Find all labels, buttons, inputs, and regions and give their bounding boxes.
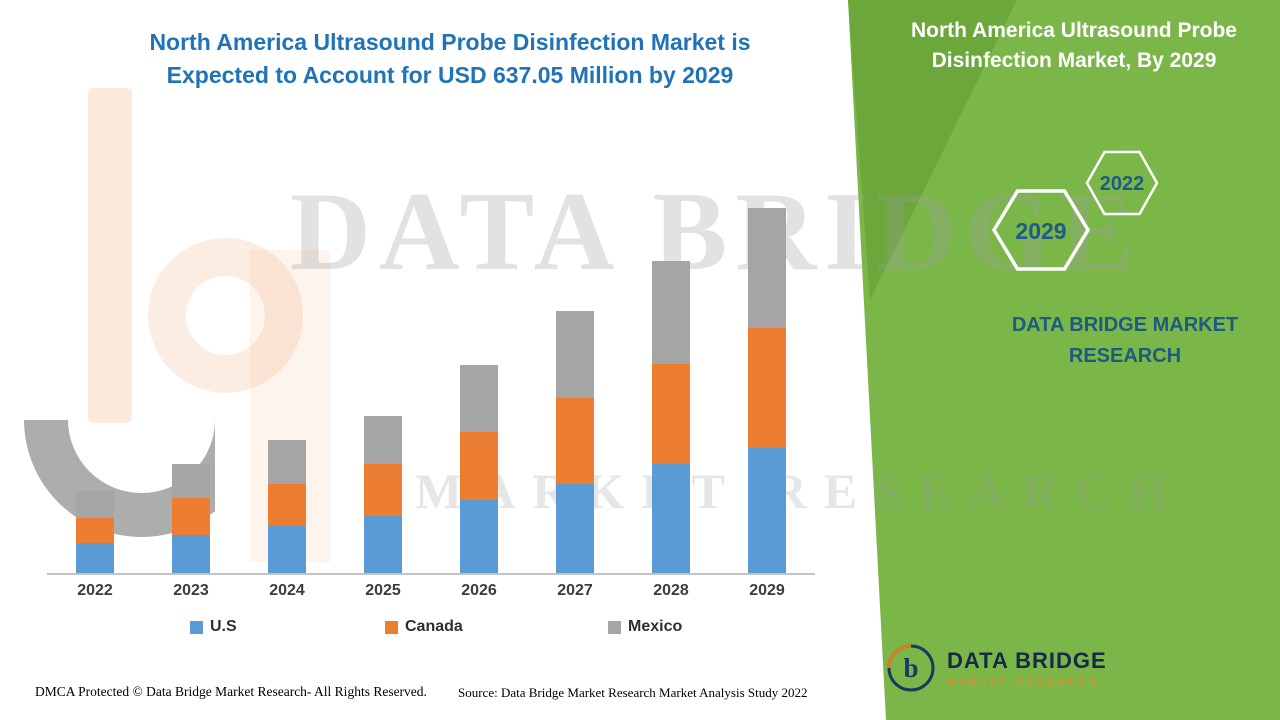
bar-2022-Canada	[76, 518, 114, 543]
legend-item-canada: Canada	[385, 618, 463, 636]
chart-title-line2: Expected to Account for USD 637.05 Milli…	[166, 62, 734, 88]
legend-item-us: U.S	[190, 618, 237, 636]
bar-2024-Mexico	[268, 440, 306, 484]
x-axis-label-2028: 2028	[653, 582, 689, 599]
bar-column-2022	[47, 195, 143, 573]
legend-swatch-canada	[385, 620, 398, 634]
svg-text:b: b	[903, 653, 918, 683]
x-axis-label-2023: 2023	[173, 582, 209, 599]
legend-label-us: U.S	[210, 618, 237, 635]
side-panel-title: North America Ultrasound Probe Disinfect…	[876, 16, 1272, 76]
bar-2029-Canada	[748, 328, 786, 448]
side-panel-brand-text: DATA BRIDGE MARKET RESEARCH	[955, 310, 1280, 372]
side-panel-title-line2: Disinfection Market, By 2029	[931, 49, 1217, 72]
bar-column-2024	[239, 195, 335, 573]
databridge-logo-name: DATA BRIDGE	[947, 648, 1107, 673]
bar-column-2028	[623, 195, 719, 573]
bar-2023-Canada	[172, 498, 210, 535]
x-axis-label-2025: 2025	[365, 582, 401, 599]
bar-column-2026	[431, 195, 527, 573]
hexagon-2022-label: 2022	[1100, 173, 1145, 195]
side-panel-brand-line2: RESEARCH	[1068, 345, 1182, 367]
databridge-logo-tagline: MARKET RESEARCH	[947, 677, 1100, 688]
databridge-logo-icon: b	[887, 644, 935, 692]
bar-2029-Mexico	[748, 208, 786, 328]
x-axis-label-2027: 2027	[557, 582, 593, 599]
databridge-logo: b DATA BRIDGE MARKET RESEARCH	[885, 642, 1107, 694]
x-axis-label-2026: 2026	[461, 582, 497, 599]
bar-2027-Canada	[556, 398, 594, 484]
chart-legend: U.S Canada Mexico	[0, 618, 860, 642]
bar-2028-Canada	[652, 364, 690, 464]
x-axis-label-2029: 2029	[749, 582, 785, 599]
footer-dmca-text: DMCA Protected © Data Bridge Market Rese…	[35, 684, 427, 699]
chart-title-line1: North America Ultrasound Probe Disinfect…	[149, 29, 751, 55]
x-axis-label-2024: 2024	[269, 582, 305, 599]
bar-2022-Mexico	[76, 491, 114, 518]
bar-column-2027	[527, 195, 623, 573]
legend-swatch-us	[190, 620, 203, 634]
bar-2022-U.S	[76, 543, 114, 573]
footer-source-text: Source: Data Bridge Market Research Mark…	[458, 685, 808, 700]
bar-2027-Mexico	[556, 311, 594, 398]
side-panel-brand-line1: DATA BRIDGE MARKET	[1011, 314, 1239, 336]
bar-column-2025	[335, 195, 431, 573]
legend-item-mexico: Mexico	[608, 618, 682, 636]
stacked-bar-chart	[47, 195, 815, 575]
hexagon-year-badges: 2022 2029	[991, 150, 1159, 271]
bar-2025-U.S	[364, 516, 402, 573]
bar-2023-U.S	[172, 535, 210, 573]
hexagon-2022-icon	[1085, 150, 1159, 216]
bar-2024-U.S	[268, 526, 306, 573]
x-axis-labels: 2022 2023 2024 2025 2026 2027 2028 2029	[47, 582, 815, 600]
bar-2025-Canada	[364, 464, 402, 516]
bar-column-2023	[143, 195, 239, 573]
bar-2024-Canada	[268, 484, 306, 526]
legend-label-mexico: Mexico	[628, 618, 683, 635]
databridge-logo-text: DATA BRIDGE MARKET RESEARCH	[947, 648, 1107, 688]
bar-2026-Mexico	[460, 365, 498, 432]
bar-2028-Mexico	[652, 261, 690, 364]
bar-column-2029	[719, 195, 815, 573]
hexagon-2029-label: 2029	[1015, 218, 1066, 244]
legend-swatch-mexico	[608, 620, 621, 634]
chart-title: North America Ultrasound Probe Disinfect…	[100, 26, 800, 92]
side-panel-title-line1: North America Ultrasound Probe	[911, 19, 1237, 42]
x-axis-label-2022: 2022	[77, 582, 113, 599]
legend-label-canada: Canada	[405, 618, 463, 635]
bar-2029-U.S	[748, 448, 786, 573]
bar-2025-Mexico	[364, 416, 402, 464]
bar-2028-U.S	[652, 464, 690, 573]
bar-2026-U.S	[460, 500, 498, 573]
bar-2027-U.S	[556, 484, 594, 573]
bar-2023-Mexico	[172, 464, 210, 498]
hexagon-2029-icon	[991, 189, 1091, 271]
bar-2026-Canada	[460, 432, 498, 500]
